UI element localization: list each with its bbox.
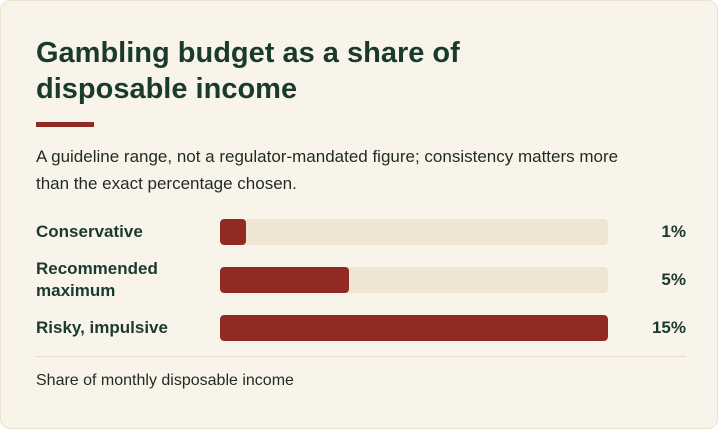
bar-row-conservative: Conservative 1% [36,208,686,256]
chart-subtitle: A guideline range, not a regulator-manda… [36,147,619,193]
bar-label: Risky, impulsive [36,318,168,337]
bar-conservative [220,219,246,245]
chart-title: Gambling budget as a share of disposable… [36,37,460,105]
footer-divider [36,356,686,357]
bar-recommended-maximum [220,267,350,293]
bar-value-label: 15% [651,318,686,337]
bar-value-label: 5% [661,270,686,289]
bar-risky-impulsive [220,315,608,341]
title-accent-bar [36,122,94,127]
bar-label: Recommended maximum [36,259,158,300]
bar-value-label: 1% [661,222,686,241]
bar-row-risky-impulsive: Risky, impulsive 15% [36,304,686,352]
axis-caption: Share of monthly disposable income [36,372,294,389]
bar-label: Conservative [36,222,143,241]
bar-row-recommended-maximum: Recommended maximum 5% [36,256,686,304]
bar-track [220,315,608,341]
bar-track [220,267,608,293]
bar-track [220,219,608,245]
